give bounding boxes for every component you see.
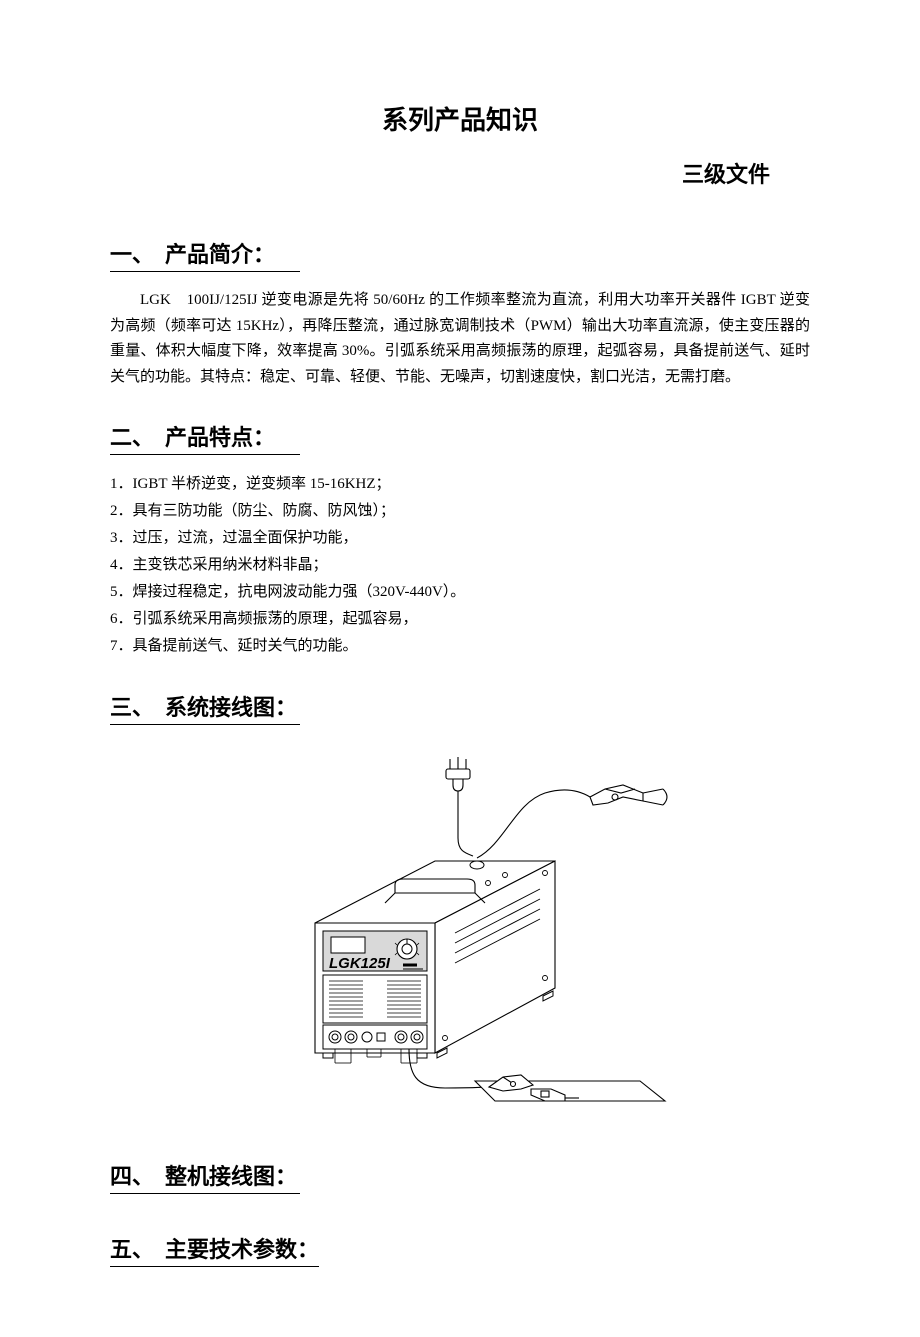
list-item: 2．具有三防功能（防尘、防腐、防风蚀）； bbox=[110, 498, 810, 525]
list-item: 5．焊接过程稳定，抗电网波动能力强（320V-440V）。 bbox=[110, 579, 810, 606]
section-5-heading: 五、主要技术参数： bbox=[110, 1232, 319, 1267]
section-3-heading: 三、系统接线图： bbox=[110, 690, 300, 725]
section-4-num: 四、 bbox=[110, 1159, 165, 1191]
section-4-heading: 四、整机接线图： bbox=[110, 1159, 300, 1194]
page-subtitle: 三级文件 bbox=[110, 157, 810, 189]
section-1-paragraph: LGK 100IJ/125IJ 逆变电源是先将 50/60Hz 的工作频率整流为… bbox=[110, 288, 810, 390]
section-1-num: 一、 bbox=[110, 237, 165, 269]
section-2-title: 产品特点： bbox=[165, 425, 275, 450]
list-item: 4．主变铁芯采用纳米材料非晶； bbox=[110, 552, 810, 579]
section-3-title: 系统接线图： bbox=[165, 695, 297, 720]
spacer bbox=[110, 1204, 810, 1214]
section-2-heading: 二、产品特点： bbox=[110, 420, 300, 455]
section-5-num: 五、 bbox=[110, 1232, 165, 1264]
section-3-num: 三、 bbox=[110, 690, 165, 722]
section-1-title: 产品简介： bbox=[165, 242, 275, 267]
list-item: 7．具备提前送气、延时关气的功能。 bbox=[110, 633, 810, 660]
section-5-title: 主要技术参数： bbox=[165, 1237, 319, 1262]
section-2-list: 1．IGBT 半桥逆变，逆变频率 15-16KHZ； 2．具有三防功能（防尘、防… bbox=[110, 471, 810, 660]
section-2-num: 二、 bbox=[110, 420, 165, 452]
list-item: 6．引弧系统采用高频振荡的原理，起弧容易， bbox=[110, 606, 810, 633]
section-1-heading: 一、产品简介： bbox=[110, 237, 300, 272]
list-item: 1．IGBT 半桥逆变，逆变频率 15-16KHZ； bbox=[110, 471, 810, 498]
section-4-title: 整机接线图： bbox=[165, 1164, 297, 1189]
system-wiring-diagram: LGK125I bbox=[110, 753, 810, 1123]
list-item: 3．过压，过流，过温全面保护功能， bbox=[110, 525, 810, 552]
document-page: 系列产品知识 三级文件 一、产品简介： LGK 100IJ/125IJ 逆变电源… bbox=[0, 0, 920, 1337]
device-model-label: LGK125I bbox=[329, 955, 391, 972]
page-title: 系列产品知识 bbox=[110, 100, 810, 137]
